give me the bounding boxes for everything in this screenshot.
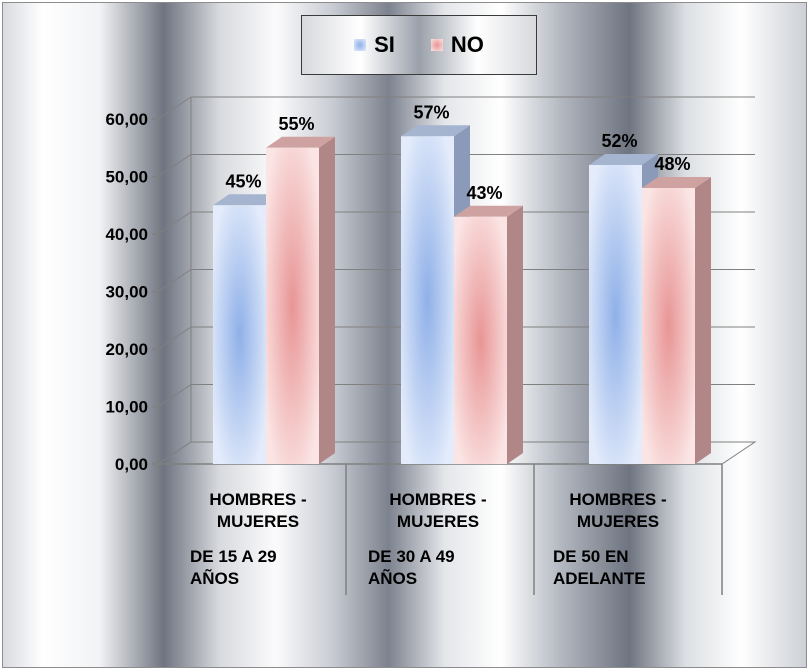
data-label-no-2: 43% [466,183,502,203]
data-label-no-1: 55% [278,114,314,134]
category-label-3-title: HOMBRES - MUJERES [569,490,667,531]
y-tick-label: 10,00 [105,398,148,417]
data-labels: 45% 55% 57% 43% 52% 48% [225,102,690,203]
grid-line-diagonal [157,96,192,120]
category-label-2-subtitle: DE 30 A 49 AÑOS [368,547,455,588]
data-label-no-3: 48% [654,154,690,174]
legend-label-no: NO [450,32,484,57]
legend-swatch-no [430,39,443,51]
y-tick-label: 60,00 [105,110,148,129]
y-tick-label: 40,00 [105,225,148,244]
data-label-si-1: 45% [225,171,261,191]
grid-line-diagonal [157,154,192,177]
bar-chart: 0,00 10,00 20,00 30,00 40,00 50,00 60,00 45% 55… [105,96,757,595]
grid-line-diagonal [157,384,192,407]
bar-no-2 [454,205,523,464]
category-label-1-title: HOMBRES - MUJERES [209,490,307,531]
data-label-si-3: 52% [601,131,637,151]
y-tick-label: 30,00 [105,283,148,302]
bars [213,125,711,464]
y-tick-label: 0,00 [115,455,148,474]
y-tick-label: 20,00 [105,340,148,359]
bar-no-3 [642,177,711,464]
legend-item-no: NO [430,32,484,58]
data-label-si-2: 57% [413,102,449,122]
category-label-2-title: HOMBRES - MUJERES [389,490,487,531]
legend-item-si: SI [354,32,395,58]
grid-line-diagonal [157,269,192,292]
bar-no-1 [266,136,335,464]
legend-swatch-si [354,39,367,51]
category-label-3-subtitle: DE 50 EN ADELANTE [553,547,646,588]
grid-line-diagonal [157,211,192,235]
grid-line-diagonal [157,326,192,350]
y-tick-label: 50,00 [105,168,148,187]
category-label-1-subtitle: DE 15 A 29 AÑOS [190,547,277,588]
legend-label-si: SI [374,32,395,57]
legend: SI NO [301,15,537,75]
